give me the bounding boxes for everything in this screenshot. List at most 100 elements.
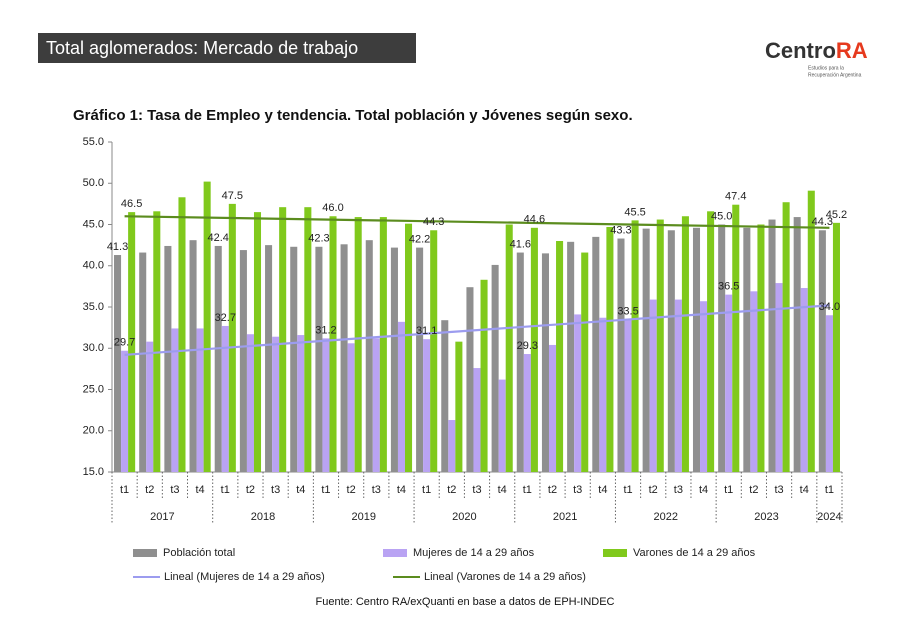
data-label: 29.7	[114, 337, 135, 349]
x-tick-label: t4	[196, 484, 205, 496]
x-tick-label: t3	[170, 484, 179, 496]
year-label: 2020	[452, 511, 476, 523]
bar	[541, 253, 549, 472]
bar	[114, 255, 122, 472]
bar	[782, 202, 790, 472]
bar	[379, 217, 387, 472]
x-tick-label: t1	[321, 484, 330, 496]
x-tick-label: t2	[246, 484, 255, 496]
x-tick-label: t1	[724, 484, 733, 496]
bar	[581, 252, 589, 472]
data-label: 32.7	[215, 312, 236, 324]
data-label: 41.3	[107, 241, 128, 253]
y-tick-label: 25.0	[83, 383, 104, 395]
x-tick-label: t4	[296, 484, 305, 496]
data-label: 33.5	[617, 305, 638, 317]
header-box	[38, 33, 416, 63]
logo-name: CentroRA	[765, 38, 868, 63]
year-label: 2024	[817, 511, 841, 523]
bar	[322, 338, 330, 472]
bar	[466, 287, 474, 472]
y-tick-label: 15.0	[83, 466, 104, 478]
bar	[315, 246, 323, 472]
legend-label: Mujeres de 14 a 29 años	[413, 547, 535, 559]
bar	[692, 227, 701, 472]
bar	[574, 314, 582, 472]
year-label: 2021	[553, 511, 577, 523]
data-label: 44.6	[524, 214, 545, 226]
logo-tagline: Recuperación Argentina	[808, 72, 862, 78]
bar	[178, 197, 186, 472]
bar	[793, 217, 801, 472]
bar	[214, 245, 222, 472]
bar	[153, 211, 161, 473]
bar	[523, 354, 531, 472]
x-tick-label: t1	[422, 484, 431, 496]
x-tick-label: t3	[573, 484, 582, 496]
bar	[365, 240, 373, 472]
bar	[800, 288, 808, 472]
data-label: 47.4	[725, 191, 746, 203]
legend-label: Lineal (Mujeres de 14 a 29 años)	[164, 571, 325, 583]
source: Fuente: Centro RA/exQuanti en base a dat…	[316, 596, 615, 608]
legend-label: Población total	[163, 547, 235, 559]
x-tick-label: t2	[649, 484, 658, 496]
bar	[732, 204, 740, 472]
bar	[272, 336, 280, 472]
bar	[567, 241, 575, 472]
bar	[617, 238, 625, 472]
data-label: 46.0	[322, 202, 343, 214]
bar	[750, 291, 758, 472]
bar	[290, 246, 298, 472]
year-label: 2022	[654, 511, 678, 523]
x-tick-label: t1	[623, 484, 632, 496]
bar	[832, 222, 840, 472]
bar	[556, 241, 564, 472]
bar	[530, 227, 538, 472]
bar	[253, 212, 262, 472]
data-label: 31.2	[315, 324, 336, 336]
x-tick-label: t3	[674, 484, 683, 496]
bar	[430, 230, 438, 472]
bar	[480, 279, 488, 472]
bar	[279, 207, 287, 473]
bar	[448, 420, 456, 472]
x-tick-label: t4	[498, 484, 507, 496]
year-label: 2017	[150, 511, 174, 523]
data-label: 47.5	[222, 190, 243, 202]
legend-label: Lineal (Varones de 14 a 29 años)	[424, 571, 586, 583]
data-label: 43.3	[610, 224, 631, 236]
bar	[246, 334, 254, 472]
bar	[146, 341, 154, 472]
x-tick-label: t2	[548, 484, 557, 496]
bar	[121, 350, 129, 472]
legend-swatch	[603, 549, 627, 557]
bar	[548, 344, 557, 472]
y-tick-label: 20.0	[83, 425, 104, 437]
bar	[164, 245, 172, 472]
bar	[228, 203, 236, 472]
bar	[606, 226, 614, 472]
legend-label: Varones de 14 a 29 años	[633, 547, 756, 559]
bar	[631, 220, 639, 472]
x-tick-label: t1	[221, 484, 230, 496]
bar	[624, 319, 632, 472]
bar	[642, 228, 650, 472]
bar	[423, 339, 431, 472]
data-label: 42.2	[409, 234, 430, 246]
logo-tagline: Estudios para la	[808, 65, 844, 71]
x-tick-label: t2	[447, 484, 456, 496]
bar	[768, 219, 776, 472]
bar	[491, 264, 499, 472]
data-label: 36.5	[718, 281, 739, 293]
data-label: 46.5	[121, 198, 142, 210]
bar	[196, 328, 204, 472]
bar	[498, 379, 506, 472]
bar	[681, 216, 689, 472]
bar	[667, 230, 675, 472]
bar	[718, 224, 726, 472]
bar	[757, 224, 765, 472]
year-label: 2018	[251, 511, 275, 523]
y-tick-label: 30.0	[83, 342, 104, 354]
